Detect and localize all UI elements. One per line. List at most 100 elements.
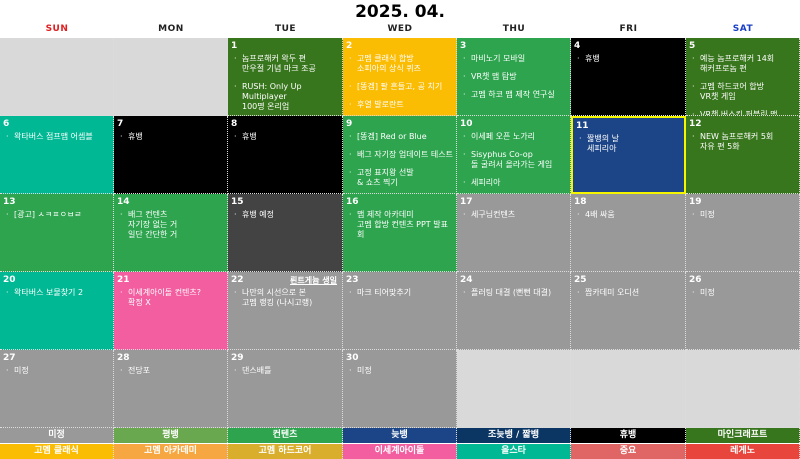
event-list: 미정 — [692, 288, 797, 306]
day-cell-11[interactable]: 11 짧뱅의 날 세피리아 — [571, 116, 686, 194]
day-number: 5 — [689, 41, 696, 51]
day-number: 6 — [3, 119, 10, 129]
day-number: 24 — [460, 275, 473, 285]
day-cell-27[interactable]: 27 미정 — [0, 350, 114, 428]
event-item: 미정 — [692, 210, 797, 220]
day-cell-26[interactable]: 26 미정 — [686, 272, 800, 350]
legend-item: 마인크래프트 — [686, 428, 800, 443]
day-number: 26 — [689, 275, 702, 285]
event-list: 짭카데미 오디션 — [577, 288, 683, 306]
empty-day-cell[interactable] — [686, 350, 800, 428]
event-item: VR챗 버스킹 퍼블릭 맵 — [692, 110, 797, 115]
day-cell-23[interactable]: 23 마크 티어맞추기 — [343, 272, 457, 350]
day-number: 19 — [689, 197, 702, 207]
weekday-sat: SAT — [732, 24, 754, 34]
event-list: 왁타버스 보물찾기 2 — [6, 288, 111, 306]
day-cell-4[interactable]: 4 휴뱅 — [571, 38, 686, 116]
month-title: 2025. 04. — [355, 2, 445, 22]
day-cell-28[interactable]: 28 전당포 — [114, 350, 228, 428]
day-cell-19[interactable]: 19 미정 — [686, 194, 800, 272]
event-item: 휴뱅 예정 — [234, 210, 340, 220]
day-number: 12 — [689, 119, 702, 129]
event-item: 배그 컨텐츠 자기장 없는 거 일단 간단한 거 — [120, 210, 225, 240]
day-cell-22[interactable]: 22 뢴트게늄 생일나만의 시선으로 본 고멤 랭킹 (나시고랭) — [228, 272, 343, 350]
day-cell-5[interactable]: 5 예능 놈프로해커 14회 해커프로놈 편고멤 하드코어 합방 VR챗 게임 VR… — [686, 38, 800, 116]
weekday-wed: WED — [387, 24, 413, 34]
event-list: [광고] ㅅㅋㅍㅇㅂㄹ — [6, 210, 111, 228]
day-note[interactable]: 뢴트게늄 생일 — [290, 276, 337, 285]
event-list: 휴뱅 예정 — [234, 210, 340, 228]
weekday-tue: TUE — [274, 24, 297, 34]
event-list: 마비노기 모바일 VR챗 맵 탐방고멤 하코 맵 제작 연구실 — [463, 54, 568, 108]
event-item: 미정 — [6, 366, 111, 376]
event-list: 예능 놈프로해커 14회 해커프로놈 편고멤 하드코어 합방 VR챗 게임 VR챗… — [692, 54, 797, 115]
event-item: RUSH: Only Up Multiplayer 100명 온리업 — [234, 82, 340, 112]
day-cell-16[interactable]: 16 맵 제작 아카데미 고멤 합방 컨텐츠 PPT 발표회 — [343, 194, 457, 272]
event-item: 나만의 시선으로 본 고멤 랭킹 (나시고랭) — [234, 288, 340, 308]
day-cell-21[interactable]: 21 이세계아이돌 컨텐츠? 확정 X — [114, 272, 228, 350]
event-list: 세구님컨텐츠 — [463, 210, 568, 228]
legend-item: 고멤 아카데미 — [114, 443, 228, 459]
event-list: [똥겜] Red or Blue 배그 자기장 업데이트 테스트고정 표지왕 선발… — [349, 132, 454, 193]
event-item: 마크 티어맞추기 — [349, 288, 454, 298]
event-item: 짭카데미 오디션 — [577, 288, 683, 298]
day-cell-7[interactable]: 7 휴뱅 — [114, 116, 228, 194]
day-cell-13[interactable]: 13 [광고] ㅅㅋㅍㅇㅂㄹ — [0, 194, 114, 272]
legend-item: 올스타 — [457, 443, 571, 459]
event-item: VR챗 맵 탐방 — [463, 72, 568, 82]
day-cell-20[interactable]: 20 왁타버스 보물찾기 2 — [0, 272, 114, 350]
day-cell-30[interactable]: 30 미정 — [343, 350, 457, 428]
day-cell-25[interactable]: 25 짭카데미 오디션 — [571, 272, 686, 350]
event-list: 4배 싸움 — [577, 210, 683, 228]
event-item: 예능 놈프로해커 14회 해커프로놈 편 — [692, 54, 797, 74]
event-list: 짧뱅의 날 세피리아 — [579, 134, 682, 162]
day-number: 27 — [3, 353, 16, 363]
event-item: 후열 발로란트 — [349, 100, 454, 110]
day-cell-1[interactable]: 1 놈프로해커 왁두 편 만우절 기념 마크 조공 RUSH: Only Up Mu… — [228, 38, 343, 116]
event-item: 왁타버스 점프맵 어셈블 — [6, 132, 111, 142]
day-number: 17 — [460, 197, 473, 207]
event-item: 맵 제작 아카데미 고멤 합방 컨텐츠 PPT 발표회 — [349, 210, 454, 240]
event-item: 휴뱅 — [120, 132, 225, 142]
empty-day-cell[interactable] — [0, 38, 114, 116]
day-cell-9[interactable]: 9 [똥겜] Red or Blue 배그 자기장 업데이트 테스트고정 표지왕 선… — [343, 116, 457, 194]
day-cell-29[interactable]: 29 댄스배틀 — [228, 350, 343, 428]
event-item: 미정 — [692, 288, 797, 298]
day-number: 22 — [231, 275, 244, 285]
event-list: 휴뱅 — [577, 54, 683, 72]
empty-day-cell[interactable] — [114, 38, 228, 116]
event-item: 짧뱅의 날 세피리아 — [579, 134, 682, 154]
day-cell-24[interactable]: 24 플러팅 대결 (뻔뻔 대결) — [457, 272, 571, 350]
day-cell-3[interactable]: 3 마비노기 모바일 VR챗 맵 탐방고멤 하코 맵 제작 연구실 — [457, 38, 571, 116]
day-cell-2[interactable]: 2 고멤 클래식 합방 소피아의 상식 퀴즈 [똥겜] 팔 흔들고, 공 치기후열 … — [343, 38, 457, 116]
day-number: 21 — [117, 275, 130, 285]
legend-item: 고멤 클래식 — [0, 443, 114, 459]
event-list: 플러팅 대결 (뻔뻔 대결) — [463, 288, 568, 306]
day-number: 30 — [346, 353, 359, 363]
event-item: 고멤 하드코어 합방 VR챗 게임 — [692, 82, 797, 102]
day-number: 13 — [3, 197, 16, 207]
day-number: 23 — [346, 275, 359, 285]
event-item: 왁타버스 보물찾기 2 — [6, 288, 111, 298]
day-cell-12[interactable]: 12 NEW 놈프로해커 5회 자유 편 5화 — [686, 116, 800, 194]
day-cell-10[interactable]: 10 이세페 오픈 노가리 Sisyphus Co-op 돌 굴려서 올라가는 게임… — [457, 116, 571, 194]
empty-day-cell[interactable] — [571, 350, 686, 428]
day-cell-18[interactable]: 18 4배 싸움 — [571, 194, 686, 272]
day-cell-8[interactable]: 8 휴뱅 — [228, 116, 343, 194]
day-cell-6[interactable]: 6 왁타버스 점프맵 어셈블 — [0, 116, 114, 194]
legend-item: 레게노 — [686, 443, 800, 459]
day-cell-14[interactable]: 14 배그 컨텐츠 자기장 없는 거 일단 간단한 거 — [114, 194, 228, 272]
event-list: 배그 컨텐츠 자기장 없는 거 일단 간단한 거 — [120, 210, 225, 248]
day-cell-15[interactable]: 15 휴뱅 예정 — [228, 194, 343, 272]
legend-item: 이세계아이돌 — [343, 443, 457, 459]
legend-item: 평뱅 — [114, 428, 228, 443]
day-number: 7 — [117, 119, 124, 129]
event-list: 맵 제작 아카데미 고멤 합방 컨텐츠 PPT 발표회 — [349, 210, 454, 248]
day-number: 11 — [576, 121, 589, 131]
event-item: 놈프로해커 왁두 편 만우절 기념 마크 조공 — [234, 54, 340, 74]
day-number: 15 — [231, 197, 244, 207]
empty-day-cell[interactable] — [457, 350, 571, 428]
event-item: Sisyphus Co-op 돌 굴려서 올라가는 게임 — [463, 150, 568, 170]
day-cell-17[interactable]: 17 세구님컨텐츠 — [457, 194, 571, 272]
day-number: 10 — [460, 119, 473, 129]
